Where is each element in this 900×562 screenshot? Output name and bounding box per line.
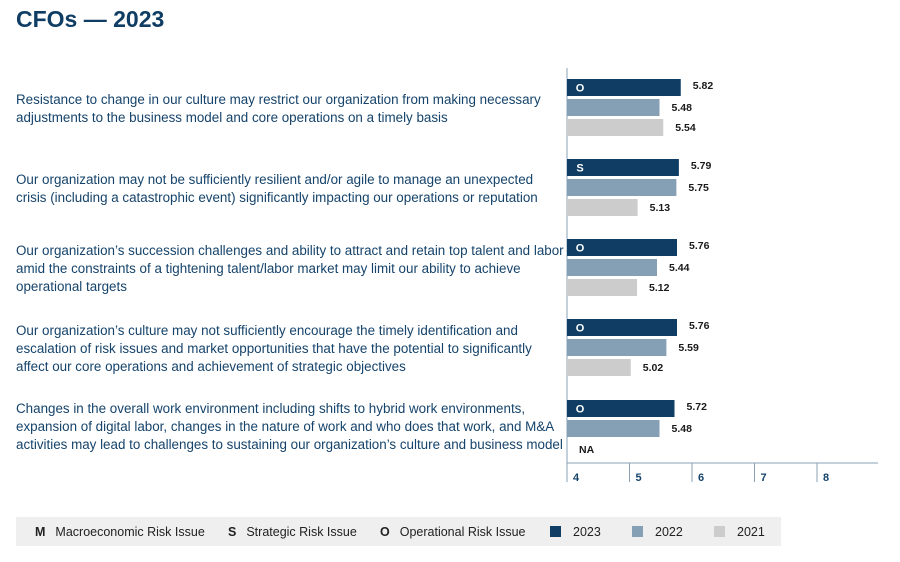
data-label-2021-3: 5.12 <box>649 282 670 294</box>
bar-2023-5 <box>567 400 675 417</box>
bar-2021-4 <box>567 359 631 376</box>
data-label-2022-2: 5.75 <box>688 182 709 194</box>
bar-2023-1 <box>567 79 681 96</box>
legend-label-operational: Operational Risk Issue <box>399 524 526 539</box>
bar-2022-5 <box>567 420 660 437</box>
legend-label-2021: 2021 <box>737 524 765 539</box>
bar-2023-4 <box>567 319 677 336</box>
legend-item-2023: 2023 <box>550 517 601 546</box>
risk-type-marker-1: O <box>576 83 585 95</box>
legend-letter-s: S <box>228 524 237 539</box>
bar-2021-1 <box>567 119 664 136</box>
data-label-2023-4: 5.76 <box>689 320 710 332</box>
data-label-2023-3: 5.76 <box>689 240 710 252</box>
bar-2023-3 <box>567 239 677 256</box>
legend-item-2022: 2022 <box>632 517 683 546</box>
x-tick-label-7: 7 <box>760 472 766 484</box>
legend-label-2023: 2023 <box>573 524 601 539</box>
legend-item-operational: O Operational Risk Issue <box>380 517 526 546</box>
legend-item-macroeconomic: M Macroeconomic Risk Issue <box>35 517 205 546</box>
risk-label-5: Changes in the overall work environment … <box>16 401 563 452</box>
risk-label-1: Resistance to change in our culture may … <box>16 92 541 125</box>
x-tick-label-5: 5 <box>635 472 641 484</box>
legend-label-2022: 2022 <box>655 524 683 539</box>
bar-2022-3 <box>567 259 657 276</box>
legend: M Macroeconomic Risk Issue S Strategic R… <box>16 517 781 546</box>
x-tick-label-6: 6 <box>698 472 704 484</box>
legend-letter-o: O <box>380 524 390 539</box>
data-label-2021-5: NA <box>579 444 595 456</box>
data-label-2022-1: 5.48 <box>672 102 693 114</box>
bar-2021-2 <box>567 199 638 216</box>
x-tick-label-8: 8 <box>823 472 829 484</box>
data-label-2023-5: 5.72 <box>687 401 708 413</box>
risk-label-4: Our organization’s culture may not suffi… <box>16 323 532 374</box>
data-label-2023-1: 5.82 <box>693 80 714 92</box>
legend-letter-m: M <box>35 524 46 539</box>
x-tick-label-4: 4 <box>573 472 580 484</box>
data-label-2022-5: 5.48 <box>672 423 693 435</box>
bar-2023-2 <box>567 159 679 176</box>
data-label-2023-2: 5.79 <box>691 160 712 172</box>
risk-type-marker-5: O <box>576 404 585 416</box>
data-label-2021-1: 5.54 <box>675 122 696 134</box>
bar-2022-4 <box>567 339 667 356</box>
risk-type-marker-4: O <box>576 323 585 335</box>
risk-label-2: Our organization may not be sufficiently… <box>16 172 538 205</box>
legend-swatch-2022 <box>632 526 643 537</box>
legend-label-strategic: Strategic Risk Issue <box>246 524 357 539</box>
data-label-2021-4: 5.02 <box>643 362 664 374</box>
risk-type-marker-3: O <box>576 243 585 255</box>
risk-label-3: Our organization’s succession challenges… <box>16 243 564 294</box>
legend-swatch-2023 <box>550 526 561 537</box>
legend-label-macroeconomic: Macroeconomic Risk Issue <box>55 524 205 539</box>
legend-swatch-2021 <box>714 526 725 537</box>
data-label-2022-3: 5.44 <box>669 262 690 274</box>
legend-item-2021: 2021 <box>714 517 765 546</box>
data-label-2021-2: 5.13 <box>650 202 671 214</box>
bar-2022-1 <box>567 99 660 116</box>
bar-2021-3 <box>567 279 637 296</box>
page-title: CFOs — 2023 <box>16 6 165 32</box>
bar-2022-2 <box>567 179 677 196</box>
data-label-2022-4: 5.59 <box>678 342 699 354</box>
legend-item-strategic: S Strategic Risk Issue <box>228 517 357 546</box>
risk-type-marker-2: S <box>576 163 583 175</box>
